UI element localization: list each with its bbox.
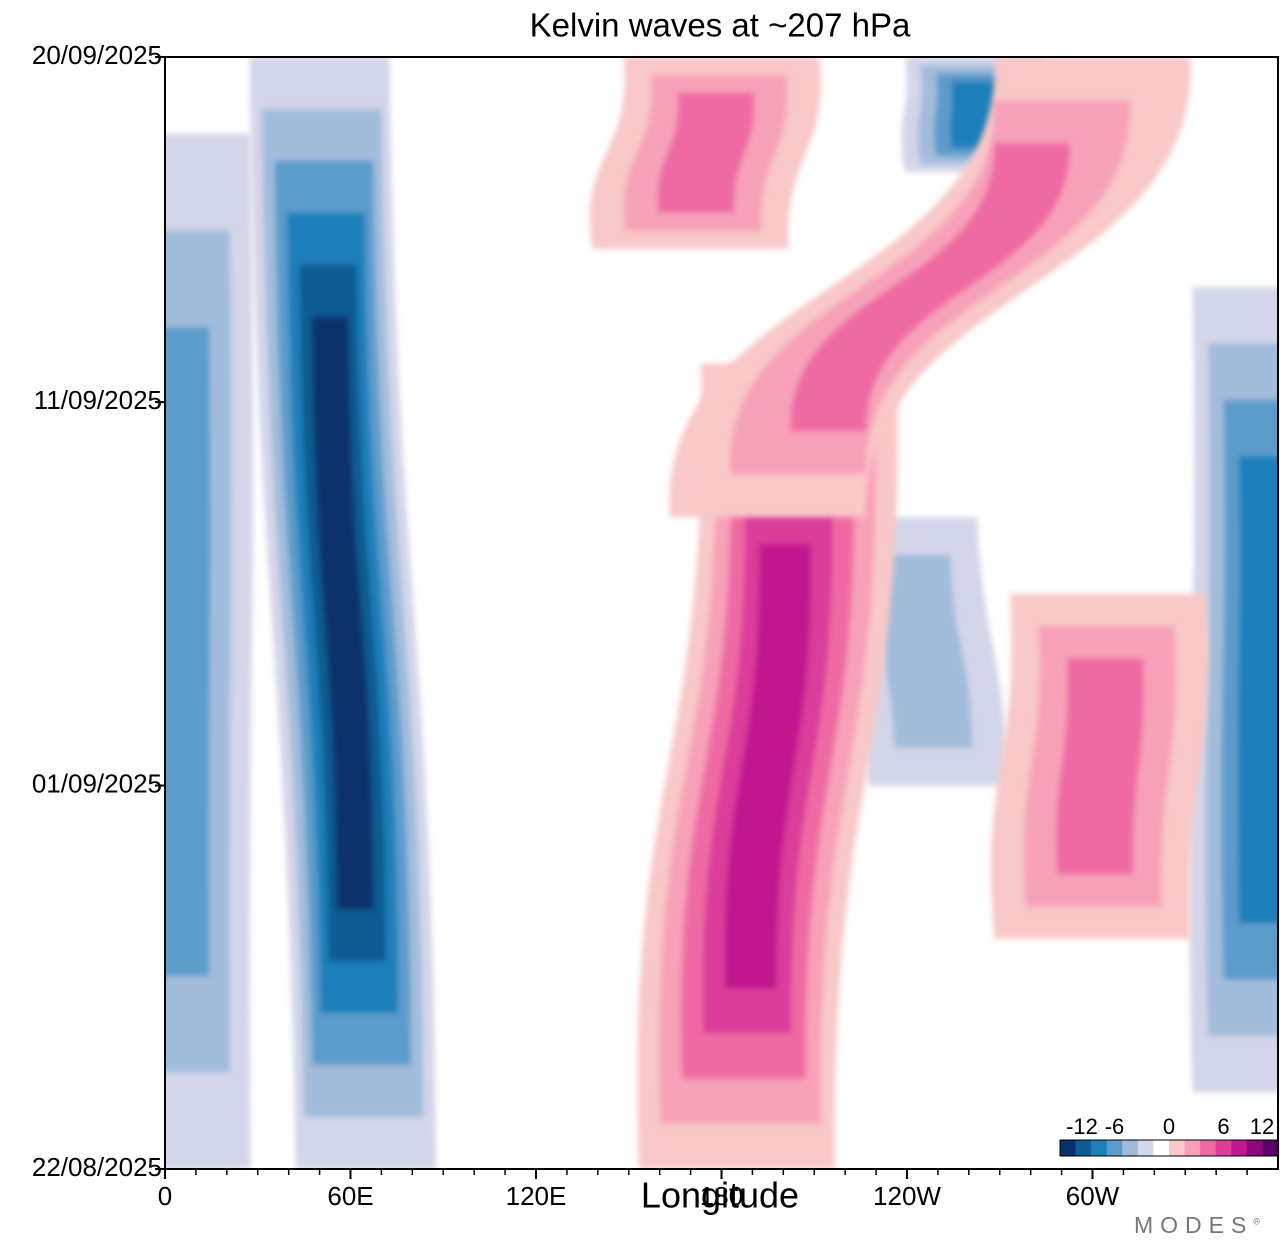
colorbar: -12 -6 0 6 12 (1059, 1114, 1279, 1157)
heatmap-feature (165, 133, 253, 1169)
colorbar-swatch (1246, 1140, 1263, 1156)
x-tick-label: 60W (1066, 1181, 1120, 1211)
x-tick-label: 60E (327, 1181, 373, 1211)
x-tick-label: 0 (158, 1181, 172, 1211)
contour-band (1056, 658, 1144, 875)
colorbar-tick-label: -6 (1105, 1114, 1125, 1139)
x-tick-label: 120E (506, 1181, 567, 1211)
heatmap-feature (669, 57, 1191, 518)
colorbar-swatch (1060, 1140, 1077, 1156)
x-tick-label: 180 (700, 1181, 743, 1211)
colorbar-swatch (1106, 1140, 1123, 1156)
colorbar-tick-label: 6 (1217, 1114, 1229, 1139)
colorbar-swatch (1169, 1140, 1186, 1156)
contour-band (165, 326, 211, 976)
logo-text: MODES (1134, 1212, 1254, 1238)
contour-band (872, 554, 973, 748)
colorbar-tick-label: -12 (1066, 1114, 1098, 1139)
heatmap-feature (249, 57, 436, 1169)
heatmap-field (165, 57, 1278, 1169)
contour-band (1237, 456, 1278, 924)
y-tick-label: 20/09/2025 (32, 40, 162, 70)
x-tick-label: 120W (873, 1181, 941, 1211)
y-tick-label: 11/09/2025 (34, 385, 162, 415)
colorbar-tick-label: 12 (1250, 1114, 1274, 1139)
heatmap-feature (991, 593, 1208, 939)
colorbar-swatch (1262, 1140, 1279, 1156)
colorbar-frame (1059, 1139, 1279, 1157)
contour-band (657, 92, 755, 213)
y-tick-label: 01/09/2025 (32, 768, 162, 798)
colorbar-tick-label: 0 (1163, 1114, 1175, 1139)
colorbar-swatch (1137, 1140, 1154, 1156)
colorbar-swatch (1122, 1140, 1139, 1156)
colorbar-swatch (1075, 1140, 1092, 1156)
contour-band (312, 316, 374, 910)
y-axis: 22/08/2025 01/09/2025 11/09/2025 20/09/2025 (32, 40, 165, 1182)
colorbar-swatch (1215, 1140, 1232, 1156)
colorbar-swatch (1184, 1140, 1201, 1156)
contour-band (724, 544, 812, 989)
colorbar-swatch (1231, 1140, 1248, 1156)
colorbar-swatch (1153, 1140, 1170, 1156)
heatmap-feature (590, 57, 821, 249)
x-axis: 0 60E 120E 180 120W 60W (158, 1169, 1248, 1211)
y-tick-label: 22/08/2025 (32, 1152, 162, 1182)
colorbar-swatch (1200, 1140, 1217, 1156)
modes-logo: MODES® (1134, 1212, 1260, 1239)
chart-title: Kelvin waves at ~207 hPa (530, 7, 911, 44)
x-axis-label: Longitude (641, 1175, 799, 1216)
contour-band (790, 142, 1070, 432)
heatmap-feature (1189, 287, 1278, 1093)
logo-mark: ® (1253, 1216, 1260, 1227)
heatmap-feature (637, 363, 898, 1169)
colorbar-swatch (1091, 1140, 1108, 1156)
